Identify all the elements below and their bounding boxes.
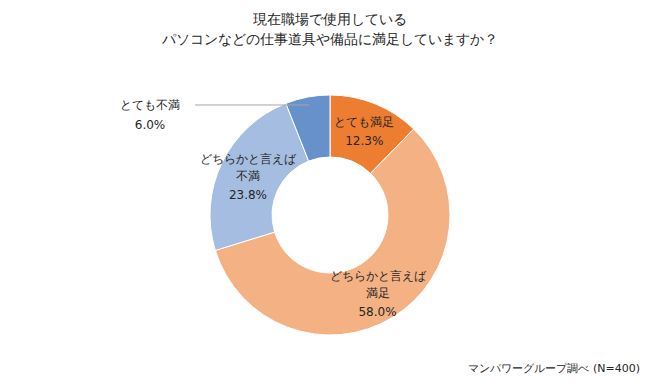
source-note: マンパワーグループ調べ (N=400) (468, 362, 640, 375)
text-line: 12.3% (345, 134, 383, 148)
category-label: どちらかと言えば不満 (200, 152, 297, 183)
text-line: 58.0% (358, 305, 396, 319)
leader-line (195, 104, 309, 105)
value-label: 12.3% (345, 134, 383, 148)
text-line: 6.0% (135, 118, 166, 132)
text-line: 満足 (366, 286, 390, 300)
category-label: どちらかと言えば満足 (330, 269, 427, 300)
text-line: 不満 (236, 169, 260, 183)
value-label: 6.0% (135, 118, 166, 132)
text-line: 現在職場で使用している (253, 11, 407, 27)
title: 現在職場で使用しているパソコンなどの仕事道具や備品に満足していますか？ (161, 11, 498, 47)
text-line: どちらかと言えば (200, 152, 297, 166)
category-label: とても不満 (120, 98, 180, 112)
slice (210, 103, 309, 250)
slices (210, 95, 450, 335)
text-line: パソコンなどの仕事道具や備品に満足していますか？ (161, 31, 498, 47)
value-label: 58.0% (358, 305, 396, 319)
text-line: どちらかと言えば (330, 269, 427, 283)
text-line: とても満足 (334, 115, 394, 129)
background (0, 0, 660, 388)
value-label: 23.8% (229, 188, 267, 202)
chart-svg: 現在職場で使用しているパソコンなどの仕事道具や備品に満足していますか？ とても満足… (0, 0, 660, 388)
labels: とても満足12.3%どちらかと言えば満足58.0%どちらかと言えば不満23.8%… (120, 98, 427, 319)
text-line: 23.8% (229, 188, 267, 202)
text-line: とても不満 (120, 98, 180, 112)
chart-container: 現在職場で使用しているパソコンなどの仕事道具や備品に満足していますか？ とても満足… (0, 0, 660, 388)
category-label: とても満足 (334, 115, 394, 129)
